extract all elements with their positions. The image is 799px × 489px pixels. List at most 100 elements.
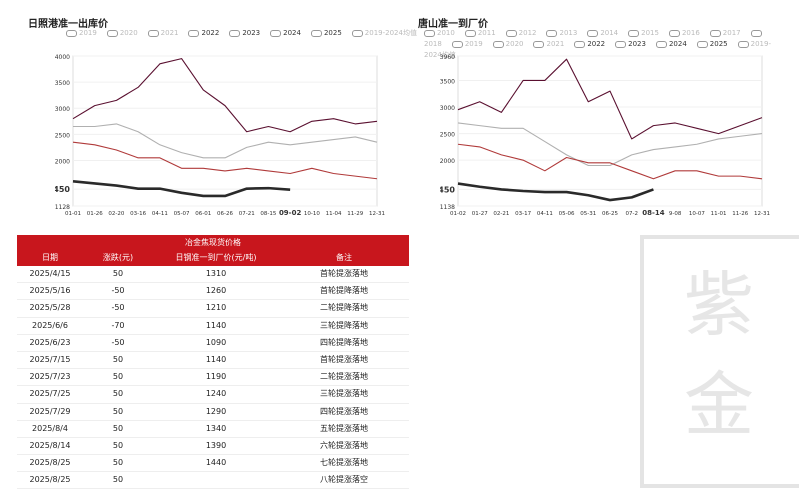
plot-frame [72,55,378,207]
watermark-seal: 紫 金 [640,235,799,488]
series-2025-line [457,182,654,202]
table-cell: 1140 [205,320,227,330]
legend-item[interactable]: 2013 [546,29,582,37]
legend-label: 2013 [559,29,578,37]
legend-label: 2021 [160,29,179,37]
legend-item[interactable]: 2022 [188,29,224,37]
x-tick-label: 06-26 [217,211,233,217]
y-tick-label: 1138 [440,204,455,211]
chart2-legend[interactable]: 2010 2011 2012 2013 2014 2015 2016 20172018 2019… [424,28,784,61]
legend-item[interactable]: 2025 [310,29,347,37]
legend-marker-icon [106,29,118,37]
legend-item[interactable]: 2022 [574,40,610,48]
y-tick-label: 2500 [55,132,70,139]
legend-item[interactable]: 2024 [655,40,692,48]
y-tick-label: 3000 [55,106,70,113]
legend-item[interactable]: 2020 [106,29,143,37]
legend-item[interactable]: 2012 [505,29,542,37]
legend-marker-icon [750,29,762,37]
table-row: 2025/6/6 -70 1140 三轮提降落地 [17,318,409,335]
legend-marker-icon [668,29,680,37]
legend-marker-icon [270,29,282,37]
table-row: 2025/7/23 50 1190 二轮提涨落地 [17,369,409,387]
legend-item[interactable]: 2010 [424,29,460,37]
legend-item[interactable]: 2019 [66,29,102,37]
x-tick-label: 06-01 [195,211,211,217]
table-cell: 首轮提涨落地 [320,354,368,364]
table-cell: 50 [112,354,124,364]
table-cell: 50 [112,440,124,450]
legend-label: 2021 [546,40,565,48]
legend-label: 2014 [600,29,619,37]
table-cell: 四轮提涨落地 [320,406,368,416]
chart1-legend[interactable]: 2019 2020 2021 2022 2023 2024 2025 2019-2024均值 [66,28,427,38]
legend-label: 2024 [668,40,687,48]
table-cell: 八轮提涨落空 [320,475,368,485]
table-cell: 2025/8/4 [32,423,68,433]
chart2-title: 唐山准一到厂价 [418,19,488,30]
table-cell [153,472,279,488]
x-tick-label: 05-06 [559,211,575,217]
y-tick-label: 2000 [55,158,70,165]
x-tick-label: 11-29 [347,211,363,217]
table-row: 2025/8/25 50 八轮提涨落空 [17,472,409,489]
series-2024-line [72,141,378,180]
x-tick-label: 01-27 [472,211,488,217]
legend-item[interactable]: 2021 [533,40,569,48]
table-cell: 1310 [205,269,227,278]
series-2022-line [457,58,763,140]
legend-item[interactable]: 2019-2024均值 [424,40,771,59]
legend-item[interactable]: 2016 [668,29,705,37]
table-cell: 1090 [205,337,227,347]
x-tick-label: 02-20 [108,211,124,217]
chart1-title: 日照港准一出库价 [28,19,108,30]
table-row: 2025/7/15 50 1140 首轮提涨落地 [17,352,409,370]
table-cell: 五轮提涨落地 [320,423,368,433]
table-cell: 2025/8/25 [29,475,71,485]
table-cell: 1290 [205,406,227,416]
legend-label: 2017 [722,29,741,37]
legend-item[interactable]: 2020 [492,40,529,48]
legend-item[interactable]: 2018 [424,29,764,48]
legend-item[interactable]: 2023 [615,40,651,48]
legend-label: 2011 [477,29,496,37]
series-2022-line [72,58,378,133]
legend-marker-icon [424,29,435,37]
legend-label: 2015 [641,29,659,37]
legend-item[interactable]: 2011 [464,29,501,37]
x-tick-label: 01-26 [87,211,103,217]
legend-item[interactable]: 2019-2024均值 [351,29,422,37]
table-cell: 50 [112,423,124,433]
table-row: 2025/6/23 -50 1090 四轮提降落地 [17,335,409,352]
table-cell: -50 [111,337,125,347]
table-cell: 2025/5/28 [29,303,71,313]
table-cell: 1240 [205,389,227,399]
legend-item[interactable]: 2014 [587,29,623,37]
watermark-char: 金 [684,364,754,446]
table-cell: 2025/7/23 [29,372,71,382]
table-cell: 1190 [205,372,227,382]
x-tick-label: 03-16 [130,211,146,217]
x-tick-label: 06-25 [602,211,618,217]
legend-item[interactable]: 2023 [229,29,265,37]
series-2023-line [457,122,763,167]
legend-marker-icon [737,40,749,48]
legend-marker-icon [533,40,545,48]
legend-item[interactable]: 2017 [709,29,746,37]
legend-item[interactable]: 2024 [270,29,306,37]
legend-label: 2024 [283,29,301,37]
legend-item[interactable]: 2015 [628,29,664,37]
legend-item[interactable]: 2019 [451,40,488,48]
table-cell: 50 [112,475,124,485]
table-cell: 50 [112,458,124,468]
legend-item[interactable]: 2025 [696,40,733,48]
legend-marker-icon [464,29,476,37]
legend-label: 2020 [505,40,524,48]
legend-marker-icon [147,29,159,37]
legend-item[interactable]: 2021 [147,29,184,37]
header-change: 涨跌(元) [102,253,134,262]
legend-label: 2023 [242,29,261,37]
x-tick-label: 03-17 [515,211,531,217]
